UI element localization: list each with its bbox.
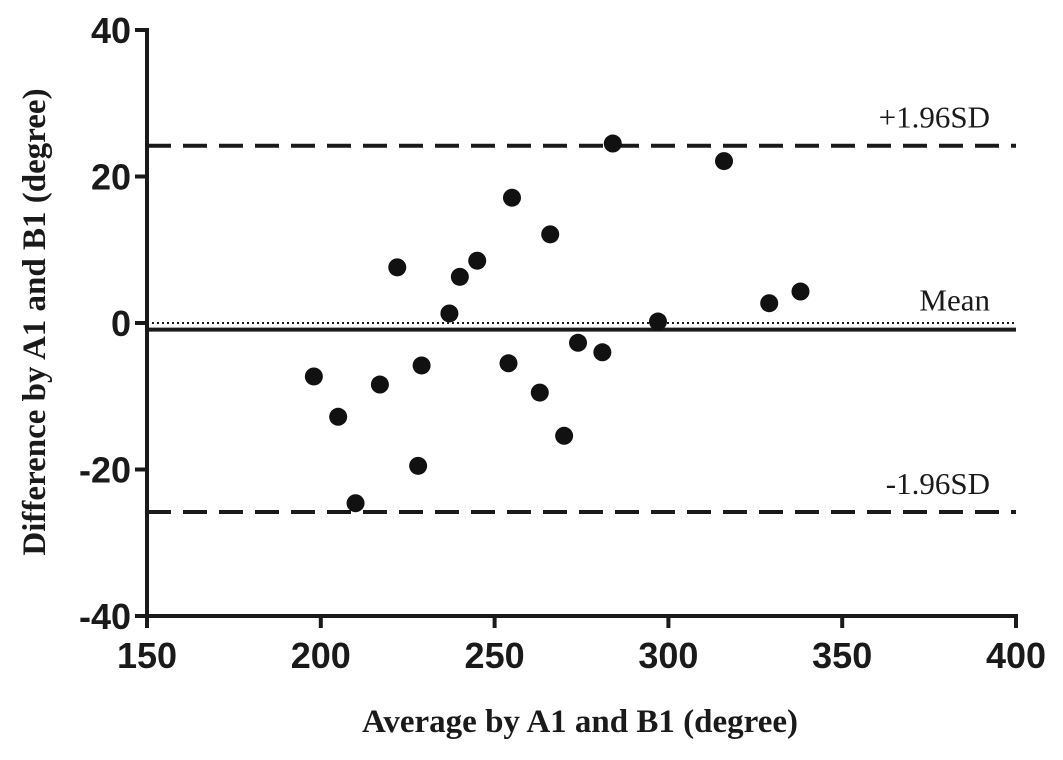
y-tick-label: -20 xyxy=(79,450,131,491)
data-point xyxy=(715,152,734,171)
data-point xyxy=(388,258,407,277)
x-tick-label: 200 xyxy=(291,635,351,676)
x-tick-label: 300 xyxy=(638,635,698,676)
y-axis-title: Difference by A1 and B1 (degree) xyxy=(17,88,53,555)
data-point xyxy=(412,356,431,375)
data-point xyxy=(409,456,428,475)
data-point xyxy=(569,333,588,352)
reference-lines xyxy=(147,143,1016,514)
y-tick-label: 40 xyxy=(91,10,131,51)
x-tick-label: 250 xyxy=(465,635,525,676)
data-point xyxy=(603,134,622,153)
reference-line-label: -1.96SD xyxy=(886,466,990,501)
data-point xyxy=(370,375,389,394)
y-tick-label: 20 xyxy=(91,157,131,198)
data-point xyxy=(502,188,521,207)
data-point xyxy=(791,282,810,301)
data-point xyxy=(499,354,518,373)
data-point xyxy=(329,407,348,426)
data-point xyxy=(450,267,469,286)
data-point xyxy=(593,343,612,362)
data-point xyxy=(530,383,549,402)
x-axis-title: Average by A1 and B1 (degree) xyxy=(362,704,798,740)
data-point xyxy=(304,367,323,386)
y-tick-label: 0 xyxy=(111,303,131,344)
data-point xyxy=(648,312,667,331)
data-point xyxy=(541,225,560,244)
data-point xyxy=(468,251,487,270)
reference-line-label: Mean xyxy=(919,283,990,318)
data-point xyxy=(555,426,574,445)
x-tick-label: 150 xyxy=(117,635,177,676)
data-point xyxy=(346,494,365,513)
reference-line-label: +1.96SD xyxy=(879,100,990,135)
data-point xyxy=(760,294,779,313)
axis-ticks: -40 -20 0 20 40 150 200 250 300 350 400 xyxy=(79,10,1046,676)
y-tick-label: -40 xyxy=(79,596,131,637)
x-tick-label: 400 xyxy=(986,635,1046,676)
x-tick-label: 350 xyxy=(812,635,872,676)
data-points xyxy=(304,134,810,513)
reference-labels: +1.96SD Mean -1.96SD xyxy=(879,100,991,501)
data-point xyxy=(440,304,459,323)
